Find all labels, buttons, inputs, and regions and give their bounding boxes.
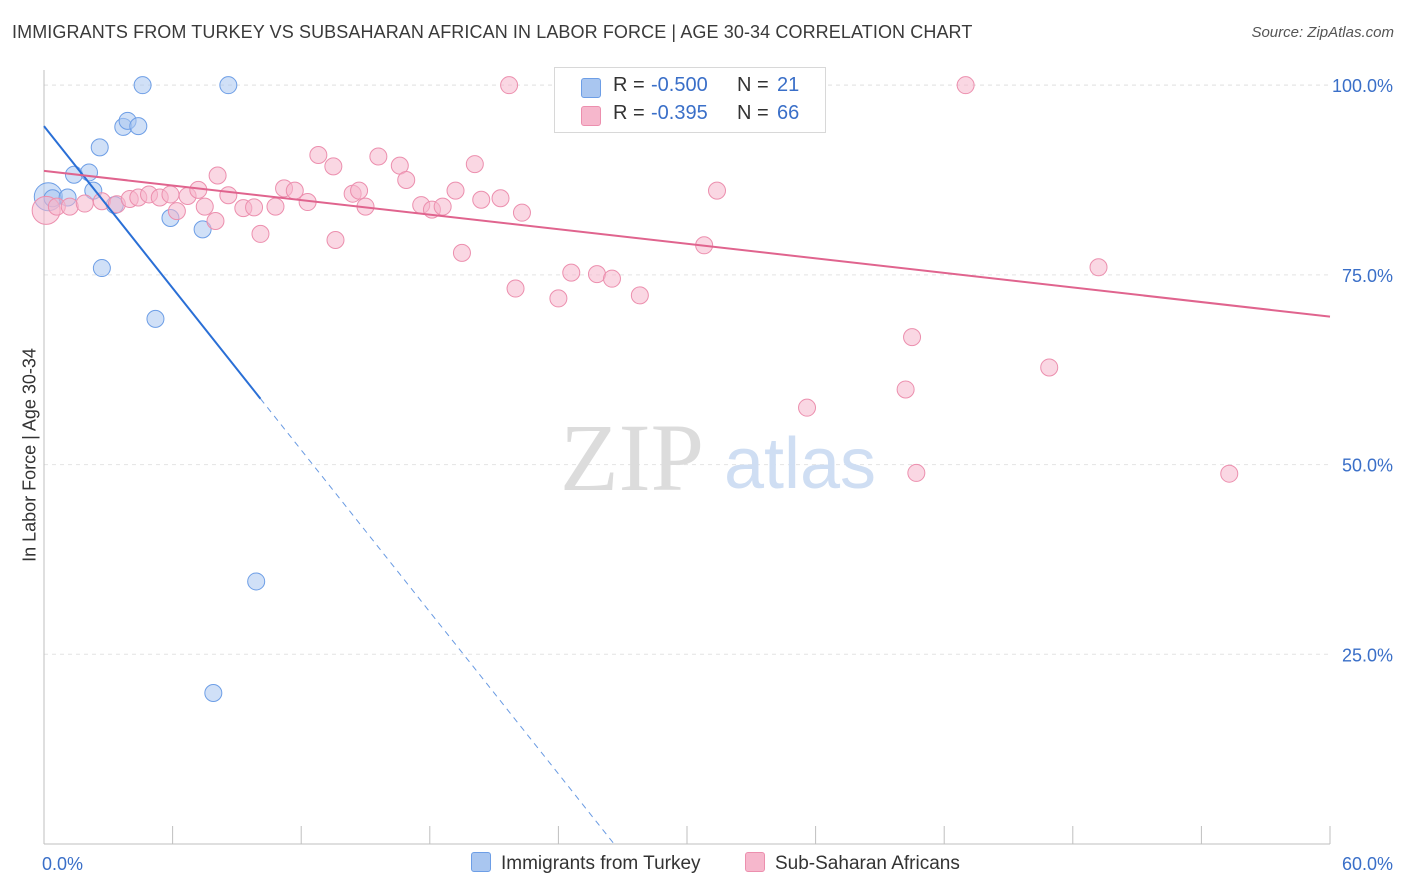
y-tick-label: 100.0% [1332, 76, 1393, 96]
data-point-subsaharan [195, 197, 214, 216]
stats-legend: R = -0.500 N = 21 R = -0.395 N = 66 [554, 67, 826, 133]
trend-line-subsaharan [43, 169, 1331, 318]
r-value: -0.500 [651, 74, 708, 96]
y-tick-label: 50.0% [1342, 456, 1393, 476]
data-point-subsaharan [208, 166, 227, 185]
data-point-subsaharan [708, 181, 727, 200]
data-point-subsaharan [1089, 258, 1108, 277]
r-label: R = [613, 102, 645, 124]
y-tick-label: 75.0% [1342, 266, 1393, 286]
data-point-turkey [219, 76, 238, 95]
data-point-subsaharan [206, 212, 225, 231]
n-value: 66 [777, 102, 800, 124]
watermark-atlas: atlas [724, 424, 876, 504]
y-tick-label: 25.0% [1342, 645, 1393, 665]
legend-label-subsaharan: Sub-Saharan Africans [775, 853, 960, 874]
data-point-subsaharan [369, 147, 388, 166]
data-point-subsaharan [491, 189, 510, 208]
data-point-subsaharan [167, 202, 186, 221]
data-point-subsaharan [446, 181, 465, 200]
data-point-subsaharan [60, 197, 79, 216]
n-label: N = [737, 102, 769, 124]
legend-item-subsaharan[interactable]: Sub-Saharan Africans [745, 852, 960, 875]
r-value: -0.395 [651, 102, 708, 124]
x-tick-label: 60.0% [1342, 854, 1393, 874]
data-point-turkey [90, 138, 109, 157]
swatch-subsaharan [581, 106, 601, 126]
data-point-turkey [129, 117, 148, 136]
data-point-subsaharan [266, 197, 285, 216]
data-point-turkey [80, 163, 99, 182]
data-point-subsaharan [397, 171, 416, 190]
data-point-turkey [247, 572, 266, 591]
data-point-subsaharan [562, 263, 581, 282]
data-point-subsaharan [956, 76, 975, 95]
r-label: R = [613, 74, 645, 96]
data-point-subsaharan [602, 269, 621, 288]
swatch-turkey [581, 78, 601, 98]
data-point-subsaharan [350, 181, 369, 200]
data-point-subsaharan [1040, 358, 1059, 377]
n-value: 21 [777, 74, 800, 96]
data-point-subsaharan [907, 463, 926, 482]
data-point-subsaharan [75, 194, 94, 213]
trend-line-turkey-extension [260, 398, 615, 845]
source-credit: Source: ZipAtlas.com [1251, 24, 1394, 41]
data-point-subsaharan [452, 243, 471, 262]
data-point-subsaharan [630, 286, 649, 305]
data-point-turkey [204, 683, 223, 702]
chart-title: IMMIGRANTS FROM TURKEY VS SUBSAHARAN AFR… [12, 22, 973, 42]
data-point-subsaharan [896, 380, 915, 399]
data-point-subsaharan [245, 198, 264, 217]
data-point-subsaharan [472, 190, 491, 209]
data-point-subsaharan [1220, 464, 1239, 483]
data-point-subsaharan [251, 224, 270, 243]
data-point-turkey [193, 220, 212, 239]
data-point-subsaharan [433, 197, 452, 216]
data-point-subsaharan [309, 145, 328, 164]
legend-swatch-subsaharan [745, 852, 765, 872]
data-point-subsaharan [465, 155, 484, 174]
data-point-subsaharan [798, 398, 817, 417]
watermark-zip: ZIP [560, 404, 704, 511]
data-point-subsaharan [326, 230, 345, 249]
data-point-subsaharan [506, 279, 525, 298]
trend-line-turkey [43, 125, 262, 400]
legend-label-turkey: Immigrants from Turkey [501, 853, 701, 874]
data-point-subsaharan [549, 289, 568, 308]
data-point-subsaharan [903, 328, 922, 347]
data-point-subsaharan [324, 157, 343, 176]
data-point-turkey [133, 76, 152, 95]
y-axis-label: In Labor Force | Age 30-34 [19, 348, 40, 562]
data-point-turkey [146, 309, 165, 328]
data-point-subsaharan [219, 186, 238, 205]
n-label: N = [737, 74, 769, 96]
data-point-subsaharan [500, 76, 519, 95]
data-point-subsaharan [161, 185, 180, 204]
data-point-subsaharan [587, 265, 606, 284]
legend-swatch-turkey [471, 852, 491, 872]
legend-item-turkey[interactable]: Immigrants from Turkey [471, 852, 701, 875]
data-point-turkey [92, 259, 111, 278]
x-tick-label: 0.0% [42, 854, 83, 874]
data-point-subsaharan [512, 203, 531, 222]
